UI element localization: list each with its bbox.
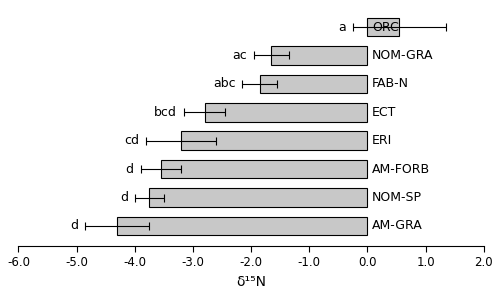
Text: ECT: ECT [372, 106, 396, 119]
Text: bcd: bcd [154, 106, 177, 119]
Bar [161, 160, 368, 178]
Bar [118, 217, 368, 235]
Bar [272, 46, 368, 65]
Bar [368, 18, 400, 36]
Bar [260, 75, 368, 93]
Text: ac: ac [232, 49, 247, 62]
Text: NOM-GRA: NOM-GRA [372, 49, 434, 62]
Text: AM-FORB: AM-FORB [372, 163, 430, 176]
Text: d: d [70, 219, 78, 232]
Text: NOM-SP: NOM-SP [372, 191, 422, 204]
Text: AM-GRA: AM-GRA [372, 219, 423, 232]
Bar [204, 103, 368, 122]
Text: abc: abc [213, 77, 236, 90]
Text: cd: cd [124, 134, 140, 147]
Text: FAB-N: FAB-N [372, 77, 409, 90]
Text: ORC: ORC [372, 20, 399, 33]
Bar [150, 188, 368, 207]
Text: ERI: ERI [372, 134, 392, 147]
Text: a: a [338, 20, 346, 33]
X-axis label: δ¹⁵N: δ¹⁵N [236, 275, 266, 289]
Text: d: d [126, 163, 134, 176]
Bar [182, 131, 368, 150]
Text: d: d [120, 191, 128, 204]
